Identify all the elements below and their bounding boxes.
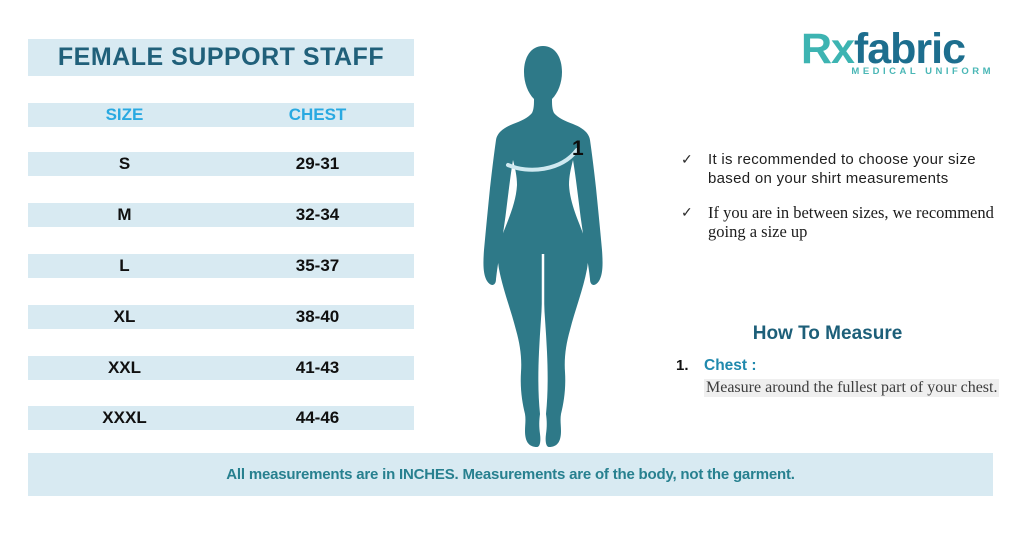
page-title: FEMALE SUPPORT STAFF: [28, 39, 414, 76]
size-value: S: [118, 154, 131, 173]
table-row: XL 38-40: [28, 305, 414, 329]
size-value: XXL: [107, 358, 142, 377]
tip-item: ✓ If you are in between sizes, we recomm…: [681, 203, 996, 241]
body-figure-icon: 1: [483, 46, 603, 447]
measure-step: 1. Chest : Measure around the fullest pa…: [676, 357, 1006, 397]
chest-value: 29-31: [295, 154, 340, 173]
size-value: L: [119, 256, 130, 275]
step-description: Measure around the fullest part of your …: [704, 379, 1000, 397]
size-value: XL: [113, 307, 136, 326]
footer-note-bar: All measurements are in INCHES. Measurem…: [28, 453, 993, 496]
chest-measure-line: [506, 148, 579, 172]
table-row: S 29-31: [28, 152, 414, 176]
chest-value: 38-40: [295, 307, 340, 326]
female-body-silhouette: 1: [453, 38, 633, 450]
brand-logo: Rxfabric MEDICAL UNIFORM: [768, 26, 998, 77]
chest-value: 44-46: [295, 408, 340, 427]
column-header-chest: CHEST: [288, 105, 347, 124]
sizing-tips: ✓ It is recommended to choose your size …: [681, 150, 996, 256]
chest-marker-label: 1: [572, 137, 584, 160]
logo-tagline: MEDICAL UNIFORM: [851, 66, 994, 77]
tip-text: If you are in between sizes, we recommen…: [708, 203, 994, 241]
size-value: XXXL: [102, 408, 147, 427]
check-icon: ✓: [681, 151, 693, 167]
chest-value: 32-34: [295, 205, 340, 224]
step-label: Chest :: [704, 357, 757, 374]
check-icon: ✓: [681, 204, 693, 220]
footer-note-text: All measurements are in INCHES. Measurem…: [226, 466, 795, 483]
chest-value: 41-43: [295, 358, 340, 377]
tip-item: ✓ It is recommended to choose your size …: [681, 150, 996, 188]
how-to-measure-heading: How To Measure: [752, 323, 903, 344]
table-header-row: SIZE CHEST: [28, 103, 414, 127]
size-value: M: [117, 205, 132, 224]
table-row: XXL 41-43: [28, 356, 414, 380]
logo-fabric-text: fabric: [853, 25, 966, 73]
table-row: XXXL 44-46: [28, 406, 414, 430]
chest-value: 35-37: [295, 256, 340, 275]
table-row: M 32-34: [28, 203, 414, 227]
step-number: 1.: [676, 357, 689, 374]
measure-step-header: 1. Chest :: [676, 357, 1006, 375]
column-header-size: SIZE: [105, 105, 144, 124]
logo-wordmark: Rxfabric: [768, 26, 998, 72]
table-row: L 35-37: [28, 254, 414, 278]
logo-rx-text: Rx: [800, 25, 855, 73]
tip-text: It is recommended to choose your size ba…: [708, 151, 976, 187]
